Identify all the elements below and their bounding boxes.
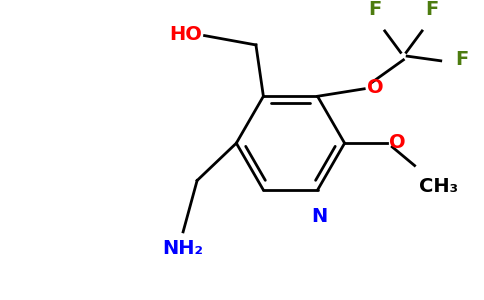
Text: O: O [367,78,384,98]
Text: CH₃: CH₃ [419,177,458,196]
Text: F: F [368,0,381,19]
Text: NH₂: NH₂ [163,239,204,258]
Text: HO: HO [169,25,202,44]
Text: N: N [311,207,328,226]
Text: F: F [455,50,468,69]
Text: F: F [426,0,439,19]
Text: O: O [390,133,406,152]
